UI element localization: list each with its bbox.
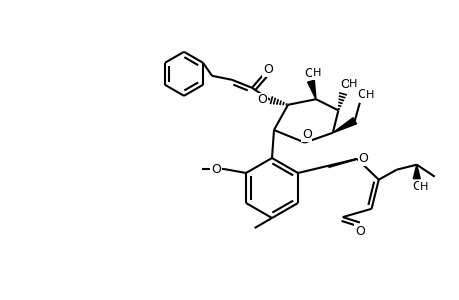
Text: O: O [358,152,367,165]
Text: H: H [419,182,427,192]
Text: O: O [301,128,311,141]
Text: H: H [312,68,320,78]
Polygon shape [412,165,420,179]
Text: O: O [411,180,421,193]
Text: H: H [348,80,357,89]
Text: O: O [263,63,272,76]
Text: O: O [257,93,266,106]
Text: O: O [303,67,313,80]
Polygon shape [332,118,356,133]
Text: O: O [354,225,364,238]
Text: O: O [340,78,350,91]
Text: O: O [356,88,366,101]
Polygon shape [307,80,315,99]
Text: O: O [211,163,220,176]
Text: H: H [365,90,373,100]
